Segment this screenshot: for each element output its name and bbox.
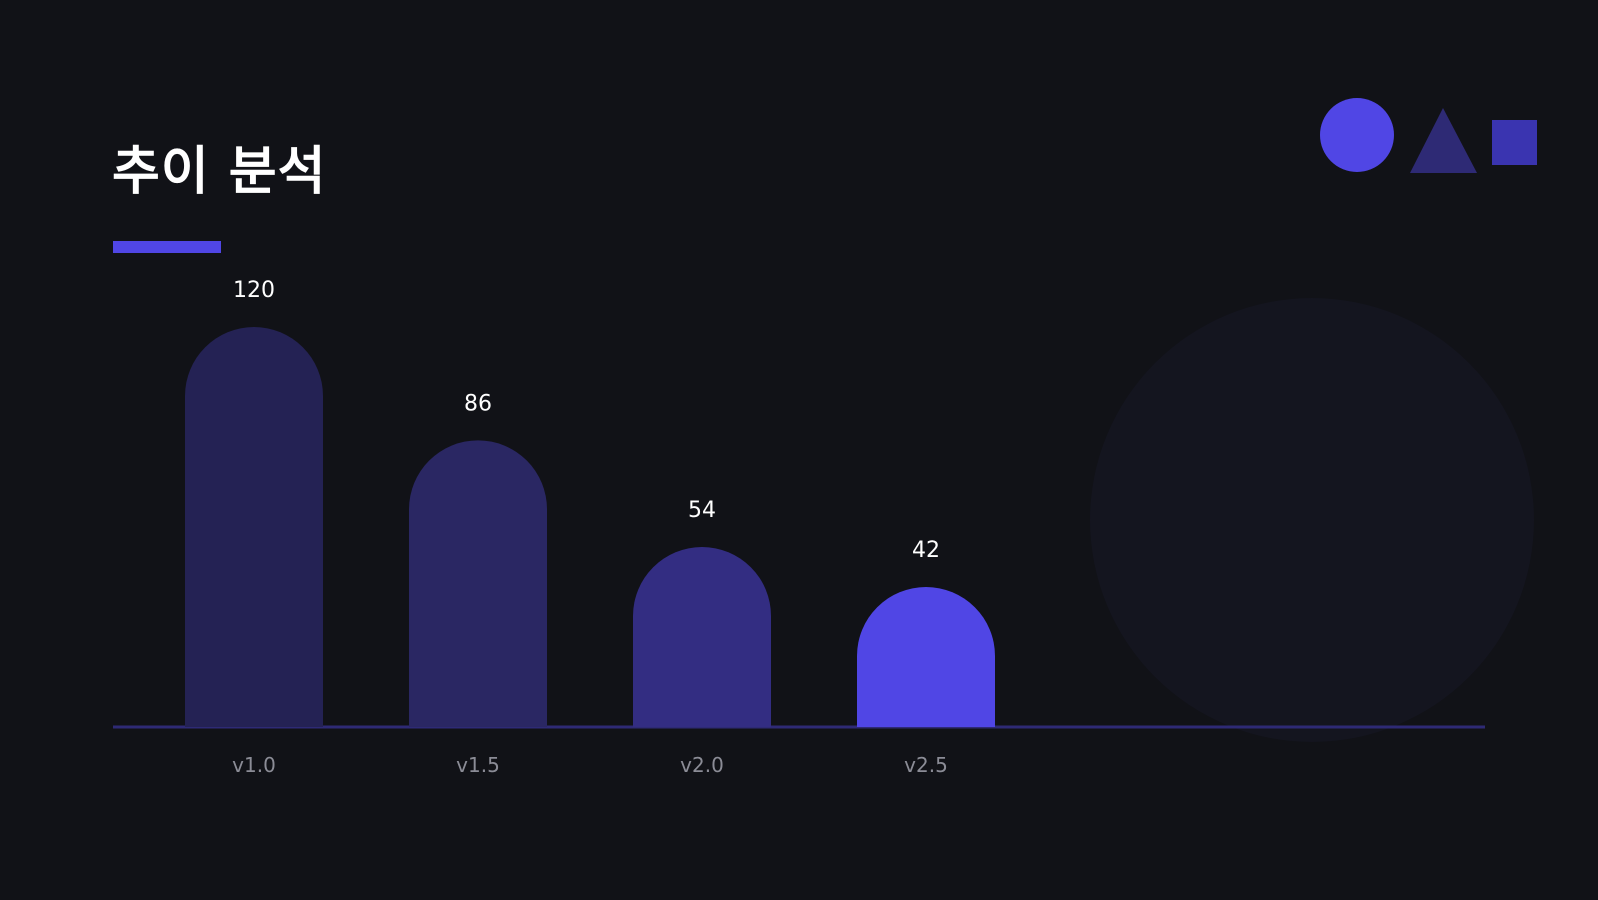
decorative-shapes — [1320, 98, 1537, 173]
bar-v2.0 — [633, 547, 771, 727]
slide-title: 추이 분석 — [112, 142, 327, 202]
value-label-v2.0: 54 — [688, 498, 716, 523]
square-icon — [1492, 120, 1537, 165]
bar-v1.5 — [409, 440, 547, 727]
bar-v2.5 — [857, 587, 995, 727]
title-underline — [113, 241, 221, 253]
category-label-v2.5: v2.5 — [904, 753, 948, 777]
category-label-v1.5: v1.5 — [456, 753, 500, 777]
circle-icon — [1320, 98, 1394, 172]
value-label-v2.5: 42 — [912, 538, 940, 563]
bar-v1.0 — [185, 327, 323, 727]
value-label-v1.5: 86 — [464, 391, 492, 416]
category-label-v2.0: v2.0 — [680, 753, 724, 777]
background-circle — [1090, 298, 1534, 742]
triangle-icon — [1410, 108, 1477, 173]
category-label-v1.0: v1.0 — [232, 753, 276, 777]
value-label-v1.0: 120 — [233, 278, 275, 303]
